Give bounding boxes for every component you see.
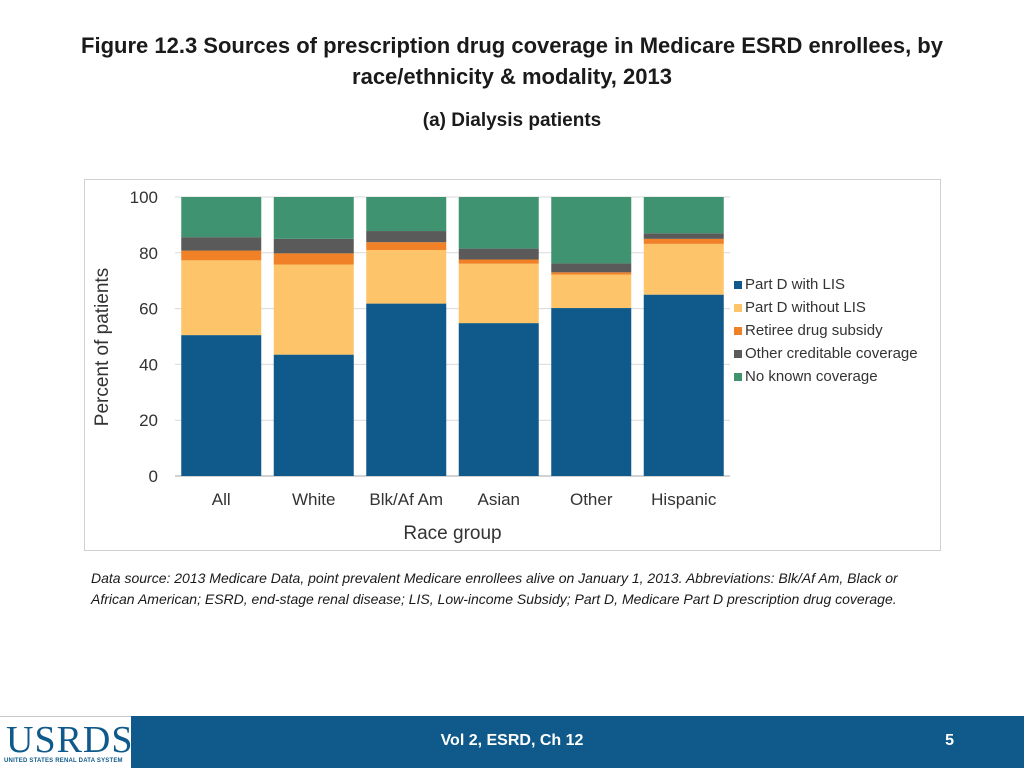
bar-segment	[458, 263, 539, 324]
y-tick-label: 80	[139, 244, 158, 263]
x-tick-label: Hispanic	[651, 490, 717, 509]
bar-segment	[366, 231, 447, 243]
bar-segment	[551, 308, 632, 476]
bar-segment	[273, 238, 354, 254]
y-axis-title: Percent of patients	[92, 267, 113, 427]
bar-segment	[458, 197, 539, 249]
y-tick-label: 60	[139, 300, 158, 319]
bar-segment	[273, 264, 354, 355]
figure-title: Figure 12.3 Sources of prescription drug…	[81, 33, 943, 89]
bar-segment	[551, 197, 632, 264]
legend-swatch	[734, 327, 742, 335]
bar-segment	[366, 197, 447, 232]
bar-segment	[181, 197, 262, 238]
bar-segment	[551, 272, 632, 275]
legend-label: Part D with LIS	[745, 276, 845, 293]
bar-segment	[273, 197, 354, 239]
bar-segment	[273, 354, 354, 476]
legend-label: Other creditable coverage	[745, 345, 918, 362]
bar-segment	[366, 250, 447, 304]
legend-swatch	[734, 373, 742, 381]
usrds-logo: USRDS UNITED STATES RENAL DATA SYSTEM	[0, 716, 134, 769]
legend-swatch	[734, 281, 742, 289]
stacked-bar-chart: 0 20 40 60 80 100 All White Blk/Af Am Asian Other H…	[130, 188, 918, 544]
logo-subtext: UNITED STATES RENAL DATA SYSTEM	[4, 758, 123, 764]
x-tick-label: White	[292, 490, 335, 509]
legend-label: Part D without LIS	[745, 299, 866, 316]
chart-frame: 0 20 40 60 80 100 All White Blk/Af Am Asian Other H…	[84, 179, 941, 551]
page-number: 5	[945, 732, 954, 749]
x-tick-label: Asian	[477, 490, 520, 509]
legend-swatch	[734, 304, 742, 312]
data-source-note: Data source: 2013 Medicare Data, point p…	[91, 570, 898, 607]
footer-bar: USRDS UNITED STATES RENAL DATA SYSTEM Vo…	[0, 716, 1024, 769]
bar-segment	[643, 238, 724, 244]
y-tick-label: 0	[149, 467, 158, 486]
bar-segment	[366, 303, 447, 476]
bar-segment	[458, 323, 539, 476]
x-tick-label: Blk/Af Am	[369, 490, 443, 509]
bar-segment	[643, 233, 724, 239]
bar-segment	[181, 250, 262, 261]
y-tick-label: 40	[139, 355, 158, 374]
bar-segment	[643, 197, 724, 234]
bar-segment	[366, 242, 447, 251]
bar-segment	[643, 243, 724, 295]
y-tick-label: 100	[130, 188, 158, 207]
bar-segment	[551, 263, 632, 273]
x-axis-title: Race group	[403, 523, 501, 544]
x-tick-label: Other	[570, 490, 613, 509]
bar-segment	[181, 260, 262, 336]
bar-segment	[551, 274, 632, 309]
y-tick-label: 20	[139, 411, 158, 430]
figure-subtitle: (a) Dialysis patients	[422, 110, 602, 131]
x-tick-label: All	[212, 490, 231, 509]
bar-segment	[273, 253, 354, 265]
legend-label: No known coverage	[745, 368, 878, 385]
bar-segment	[181, 335, 262, 476]
bar-segment	[181, 237, 262, 251]
logo-wordmark: USRDS	[6, 719, 134, 761]
bar-segment	[458, 248, 539, 260]
legend-swatch	[734, 350, 742, 358]
bar-segment	[458, 259, 539, 264]
bar-segment	[643, 294, 724, 476]
legend-label: Retiree drug subsidy	[745, 322, 883, 339]
footer-volume-label: Vol 2, ESRD, Ch 12	[440, 732, 584, 749]
